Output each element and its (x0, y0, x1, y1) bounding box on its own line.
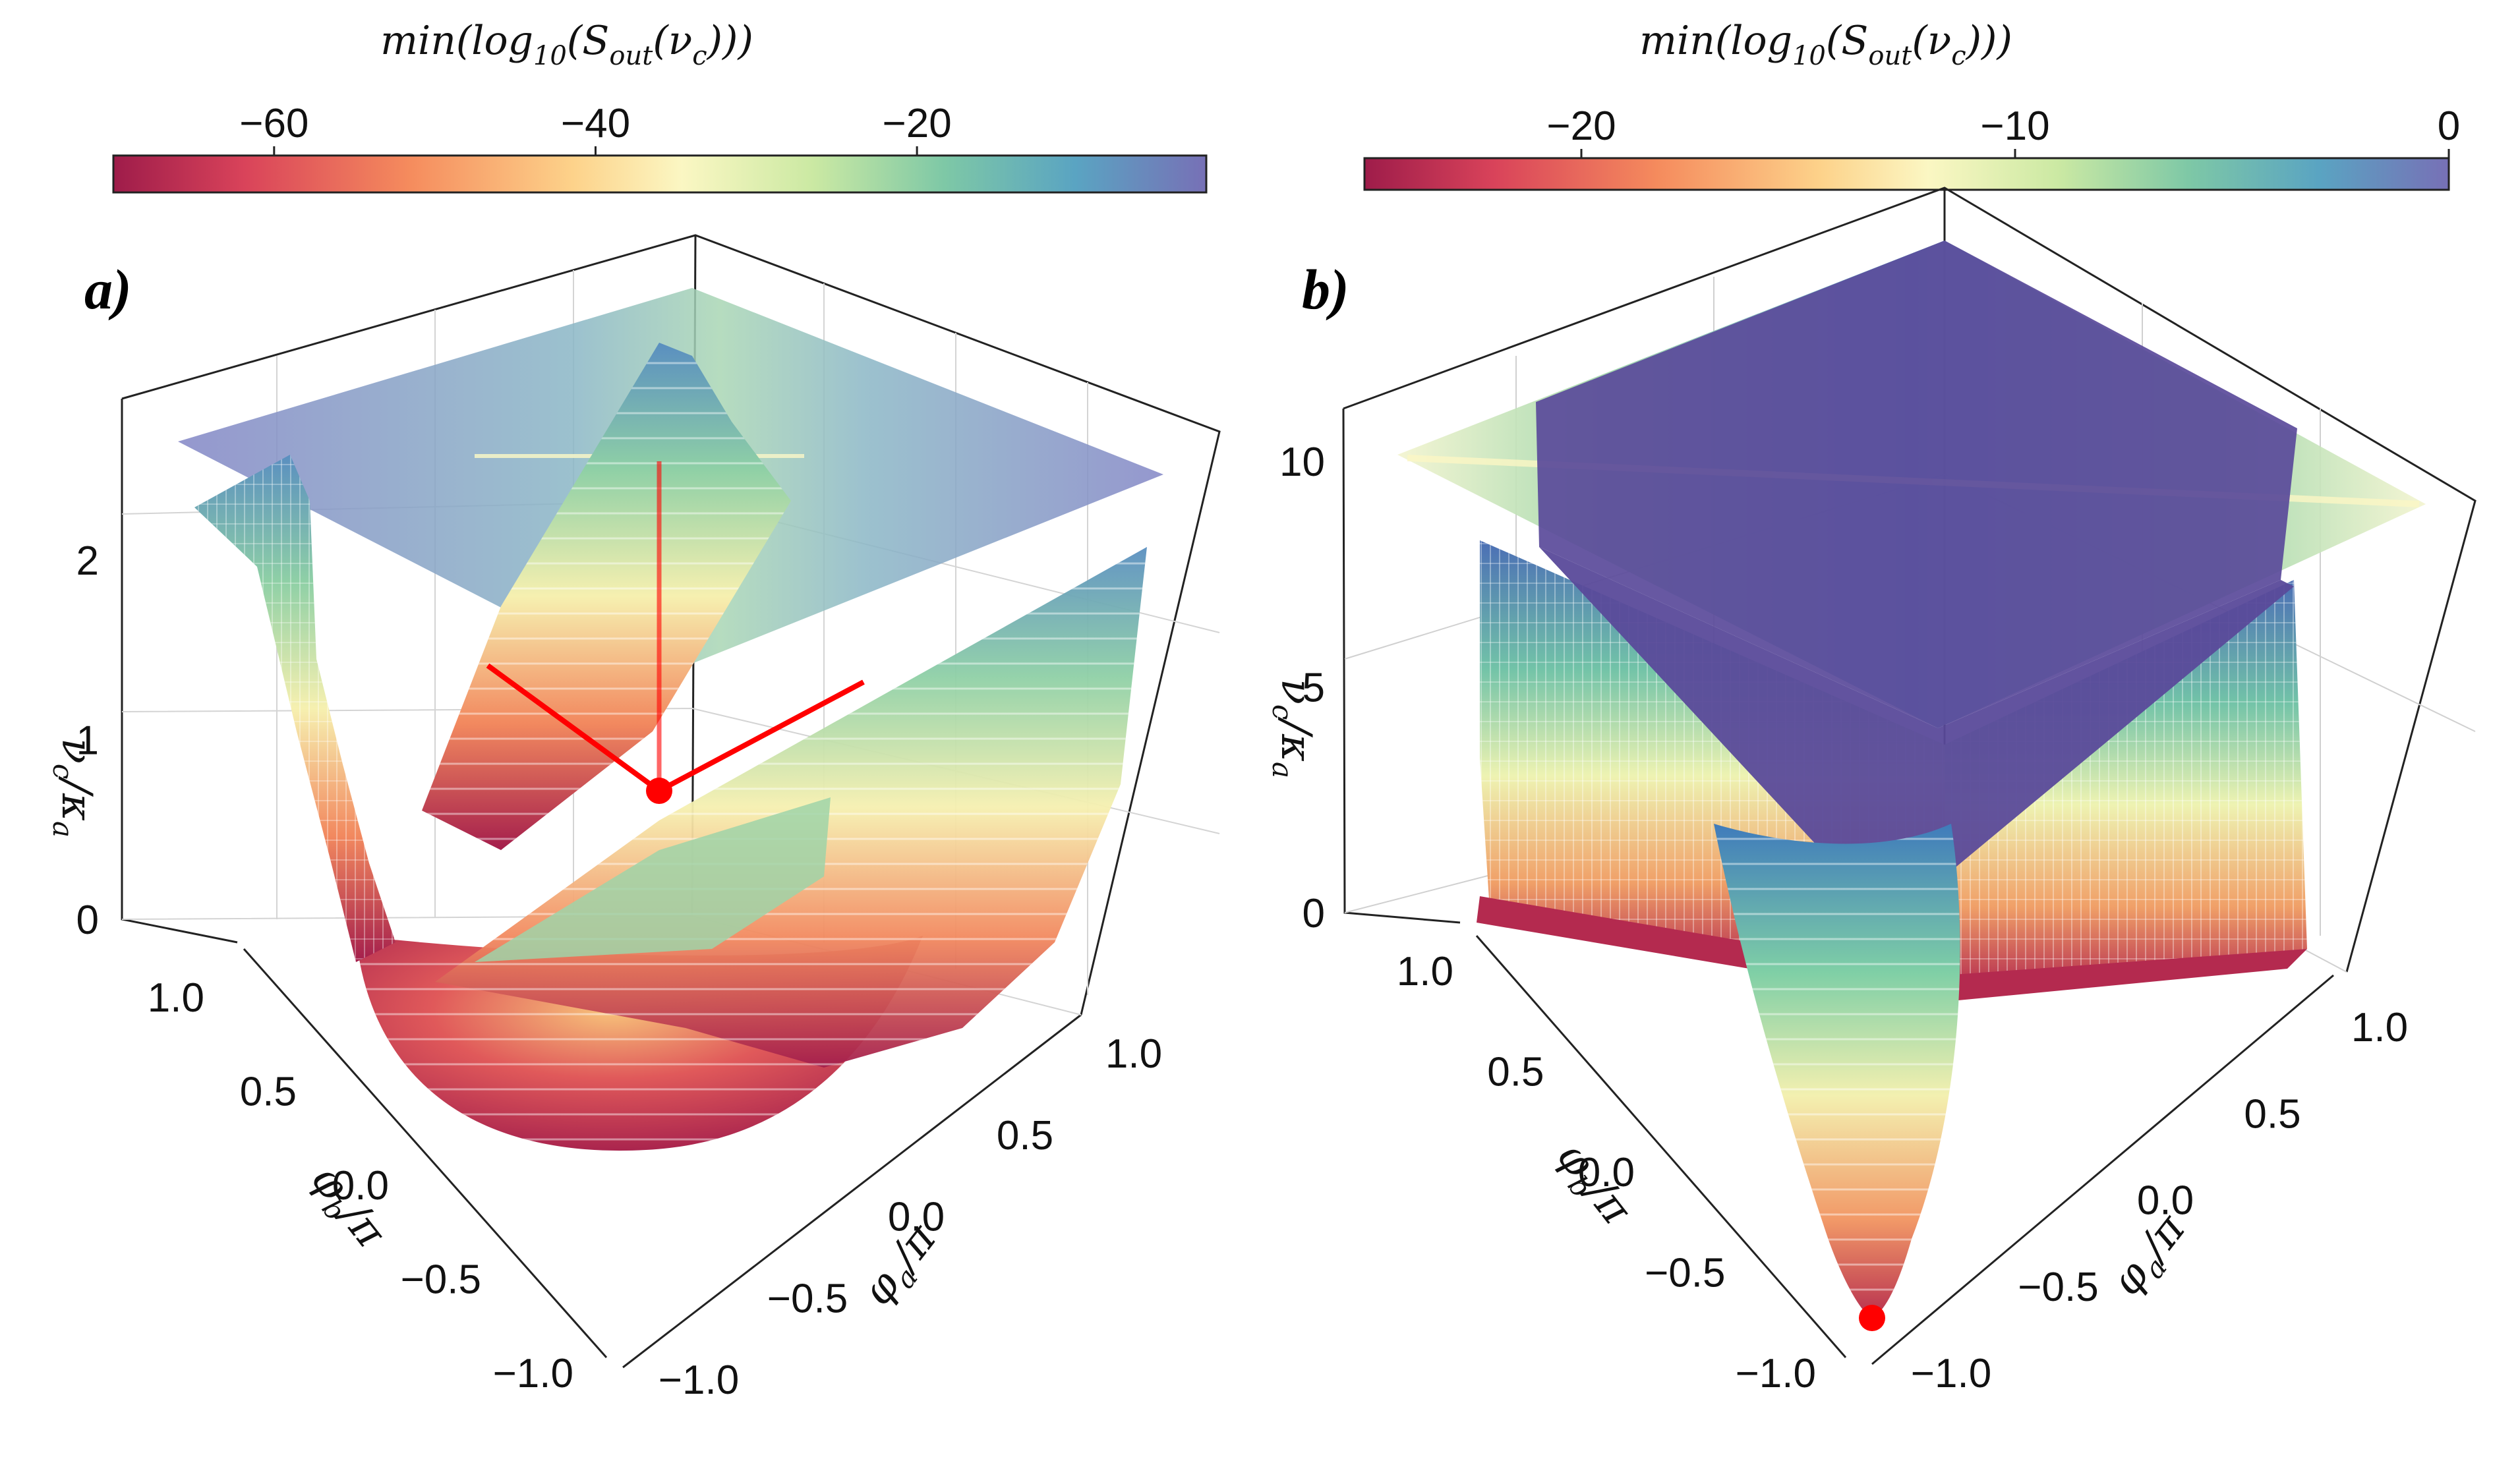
axis-tick-label: 0.0 (332, 1163, 389, 1209)
colorbar-a-label: min(log10(Sout(νc))) (380, 18, 753, 71)
colorbar-tick-label: −20 (883, 101, 952, 146)
colorbar-b: min(log10(Sout(νc))) −20 −10 0 (1363, 18, 2460, 191)
axis-tick-label: −1.0 (659, 1357, 739, 1403)
axis-tick-label: 0.5 (2244, 1091, 2300, 1137)
marker-a-line-phia (486, 663, 661, 793)
axis-tick-label: −1.0 (1736, 1351, 1816, 1396)
colorbar-tick-label: −60 (239, 101, 308, 146)
colorbar-b-label: min(log10(Sout(νc))) (1639, 18, 2012, 71)
axis-tick-label: 0.5 (1487, 1050, 1544, 1095)
colorbar-tick-label: 0 (2438, 103, 2460, 149)
z-ticks-b: 0 5 10 (1279, 440, 1325, 936)
axis-tick-label: 1.0 (1105, 1031, 1162, 1077)
axis-tick-label: 1.0 (148, 975, 204, 1021)
axis-tick-label: −0.5 (767, 1276, 848, 1321)
axis-tick-label: 0.5 (240, 1070, 297, 1115)
axis-tick-label: −1.0 (493, 1351, 573, 1396)
axis-tick-label: −1.0 (1911, 1351, 1991, 1396)
colorbar-a-gradient (112, 154, 1208, 194)
colorbar-tick-label: −10 (1980, 103, 2049, 149)
colorbar-b-ticks: −20 −10 0 (1546, 103, 2460, 158)
axis-tick-label: 1.0 (2351, 1005, 2408, 1050)
x-ticks-a: −1.0 −0.5 0.0 0.5 1.0 (659, 1031, 1162, 1403)
colorbar-a: min(log10(Sout(νc))) −60 −40 −20 (112, 18, 1208, 194)
colorbar-tick-label: −20 (1546, 103, 1616, 149)
surface-a-inner-fold (475, 797, 831, 962)
surface-b-cap-front (1539, 547, 2294, 876)
x-ticks-b: −1.0 −0.5 0.0 0.5 1.0 (1911, 1005, 2408, 1396)
y-axis-label-b: φb/π (1543, 1133, 1641, 1237)
surface-b-funnel-contours (1714, 824, 1960, 1318)
surface-b-floor-edge (1477, 896, 2307, 1002)
marker-a-line-phib (658, 679, 865, 793)
surface-a-left-wall-grid (194, 455, 396, 962)
axis-tick-label: 0 (76, 898, 99, 943)
axis-tick-label: 0.0 (2137, 1178, 2194, 1224)
z-axis-label-a: νc/κa (47, 738, 101, 838)
axis-tick-label: 5 (1303, 666, 1325, 711)
axis-tick-label: 0 (1303, 891, 1325, 936)
axis-tick-label: 0.5 (997, 1113, 1053, 1158)
panel-b: min(log10(Sout(νc))) −20 −10 0 b) (1266, 18, 2476, 1396)
axis-tick-label: 0.0 (1578, 1150, 1635, 1195)
axis-tick-label: 1 (76, 718, 99, 764)
axis-tick-label: 10 (1279, 440, 1325, 485)
z-axis-label-b: νc/κa (1266, 679, 1320, 778)
minimum-marker-b (1859, 1305, 1885, 1331)
axis-tick-label: −0.5 (2018, 1265, 2098, 1310)
axis-tick-label: 2 (76, 538, 99, 584)
z-ticks-a: 0 1 2 (76, 538, 99, 943)
axis-tick-label: 0.0 (888, 1195, 945, 1240)
axis-tick-label: −0.5 (401, 1257, 481, 1303)
colorbar-b-gradient (1363, 157, 2450, 191)
marker-a (486, 461, 865, 804)
y-ticks-b: −1.0 −0.5 0.0 0.5 1.0 (1397, 949, 1816, 1396)
panel-a-label: a) (84, 258, 132, 321)
panel-a: min(log10(Sout(νc))) −60 −40 −20 a) (47, 18, 1221, 1403)
surface-b-right-wall-grid (1945, 580, 2307, 988)
axis-tick-label: −0.5 (1645, 1251, 1725, 1296)
minimum-marker-a (646, 778, 672, 804)
colorbar-a-ticks: −60 −40 −20 (239, 101, 952, 156)
colorbar-tick-label: −40 (561, 101, 630, 146)
y-ticks-a: −1.0 −0.5 0.0 0.5 1.0 (148, 975, 573, 1396)
axis-tick-label: 1.0 (1397, 949, 1453, 994)
surface-b-cap (1536, 241, 2297, 728)
panel-b-label: b) (1302, 258, 1349, 321)
surface-a-center-peak-contours (422, 343, 791, 850)
